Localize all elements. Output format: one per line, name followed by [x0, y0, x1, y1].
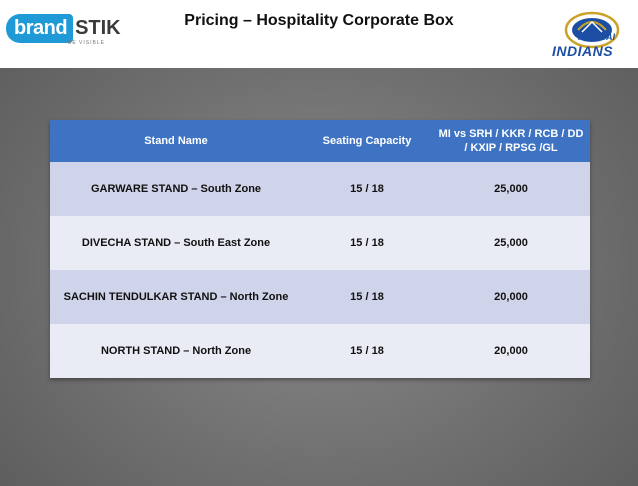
mumbai-indians-logo: MUMBAI INDIANS [548, 10, 632, 60]
header-match-price: MI vs SRH / KKR / RCB / DD / KXIP / RPSG… [432, 120, 590, 162]
seating-capacity-cell: 15 / 18 [302, 270, 432, 324]
table-row: SACHIN TENDULKAR STAND – North Zone 15 /… [50, 270, 590, 324]
pricing-table: Stand Name Seating Capacity MI vs SRH / … [50, 120, 590, 378]
price-cell: 25,000 [432, 162, 590, 216]
stand-name-cell: SACHIN TENDULKAR STAND – North Zone [50, 270, 302, 324]
mumbai-indians-emblem-icon [564, 11, 620, 49]
table-row: GARWARE STAND – South Zone 15 / 18 25,00… [50, 162, 590, 216]
indians-logo-text: INDIANS [552, 43, 614, 59]
mumbai-logo-text: MUMBAI [578, 32, 615, 42]
brand-logo-tagline: BE VISIBLE [68, 40, 105, 46]
price-cell: 20,000 [432, 324, 590, 378]
page-title: Pricing – Hospitality Corporate Box [184, 12, 454, 29]
seating-capacity-cell: 15 / 18 [302, 162, 432, 216]
table-row: DIVECHA STAND – South East Zone 15 / 18 … [50, 216, 590, 270]
header-stand-name: Stand Name [50, 120, 302, 162]
header-bar: brand STIK BE VISIBLE Pricing – Hospital… [0, 0, 638, 68]
price-cell: 25,000 [432, 216, 590, 270]
table-row: NORTH STAND – North Zone 15 / 18 20,000 [50, 324, 590, 378]
stand-name-cell: DIVECHA STAND – South East Zone [50, 216, 302, 270]
stand-name-cell: NORTH STAND – North Zone [50, 324, 302, 378]
stand-name-cell: GARWARE STAND – South Zone [50, 162, 302, 216]
brand-logo-main-text: brand [6, 13, 74, 43]
seating-capacity-cell: 15 / 18 [302, 216, 432, 270]
pricing-table-container: Stand Name Seating Capacity MI vs SRH / … [50, 120, 590, 378]
header-seating-capacity: Seating Capacity [302, 120, 432, 162]
price-cell: 20,000 [432, 270, 590, 324]
brand-logo-suffix-text: STIK [75, 17, 121, 39]
brandstik-logo: brand STIK BE VISIBLE [6, 10, 124, 46]
table-header-row: Stand Name Seating Capacity MI vs SRH / … [50, 120, 590, 162]
seating-capacity-cell: 15 / 18 [302, 324, 432, 378]
